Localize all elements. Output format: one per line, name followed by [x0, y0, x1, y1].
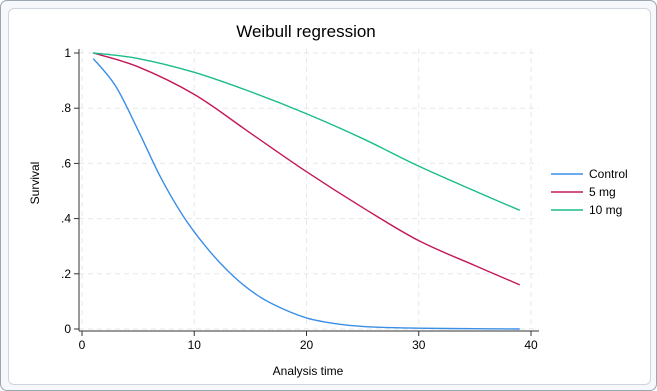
- y-tick-label: 1: [64, 46, 71, 60]
- legend-label-5-mg: 5 mg: [589, 185, 616, 199]
- series-line-10-mg: [93, 52, 521, 211]
- series-line-5-mg: [93, 52, 521, 286]
- chart-title: Weibull regression: [236, 22, 376, 41]
- x-tick-label: 40: [524, 338, 538, 352]
- y-axis-title: Survival: [28, 162, 42, 205]
- x-tick-label: 20: [300, 338, 314, 352]
- x-tick-label: 0: [79, 338, 86, 352]
- x-tick-label: 10: [188, 338, 202, 352]
- axes: 0.2.4.6.810 10 20 30 40: [61, 46, 539, 352]
- series-lines: [92, 52, 521, 330]
- legend: Control 5 mg 10 mg: [551, 167, 628, 217]
- y-tick-label: 0: [64, 322, 71, 336]
- chart-panel: Weibull regression 0.2.4.6.8 1 0 10 20 30 40 C…: [8, 8, 651, 385]
- legend-label-10-mg: 10 mg: [589, 203, 622, 217]
- y-tick-label: .4: [61, 212, 71, 226]
- y-tick-label: .2: [61, 267, 71, 281]
- survival-chart: Weibull regression 0.2.4.6.810 10 20 30 40 C…: [28, 22, 628, 378]
- series-line-control: [92, 58, 520, 330]
- x-tick-label: 30: [412, 338, 426, 352]
- legend-label-control: Control: [589, 167, 628, 181]
- x-axis-title: Analysis time: [273, 364, 344, 378]
- y-tick-label: .6: [61, 156, 71, 170]
- y-tick-label: .8: [61, 101, 71, 115]
- grid-lines: [79, 49, 539, 330]
